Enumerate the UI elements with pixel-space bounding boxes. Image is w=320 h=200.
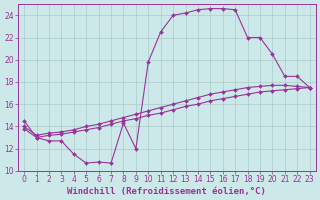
X-axis label: Windchill (Refroidissement éolien,°C): Windchill (Refroidissement éolien,°C) — [68, 187, 266, 196]
